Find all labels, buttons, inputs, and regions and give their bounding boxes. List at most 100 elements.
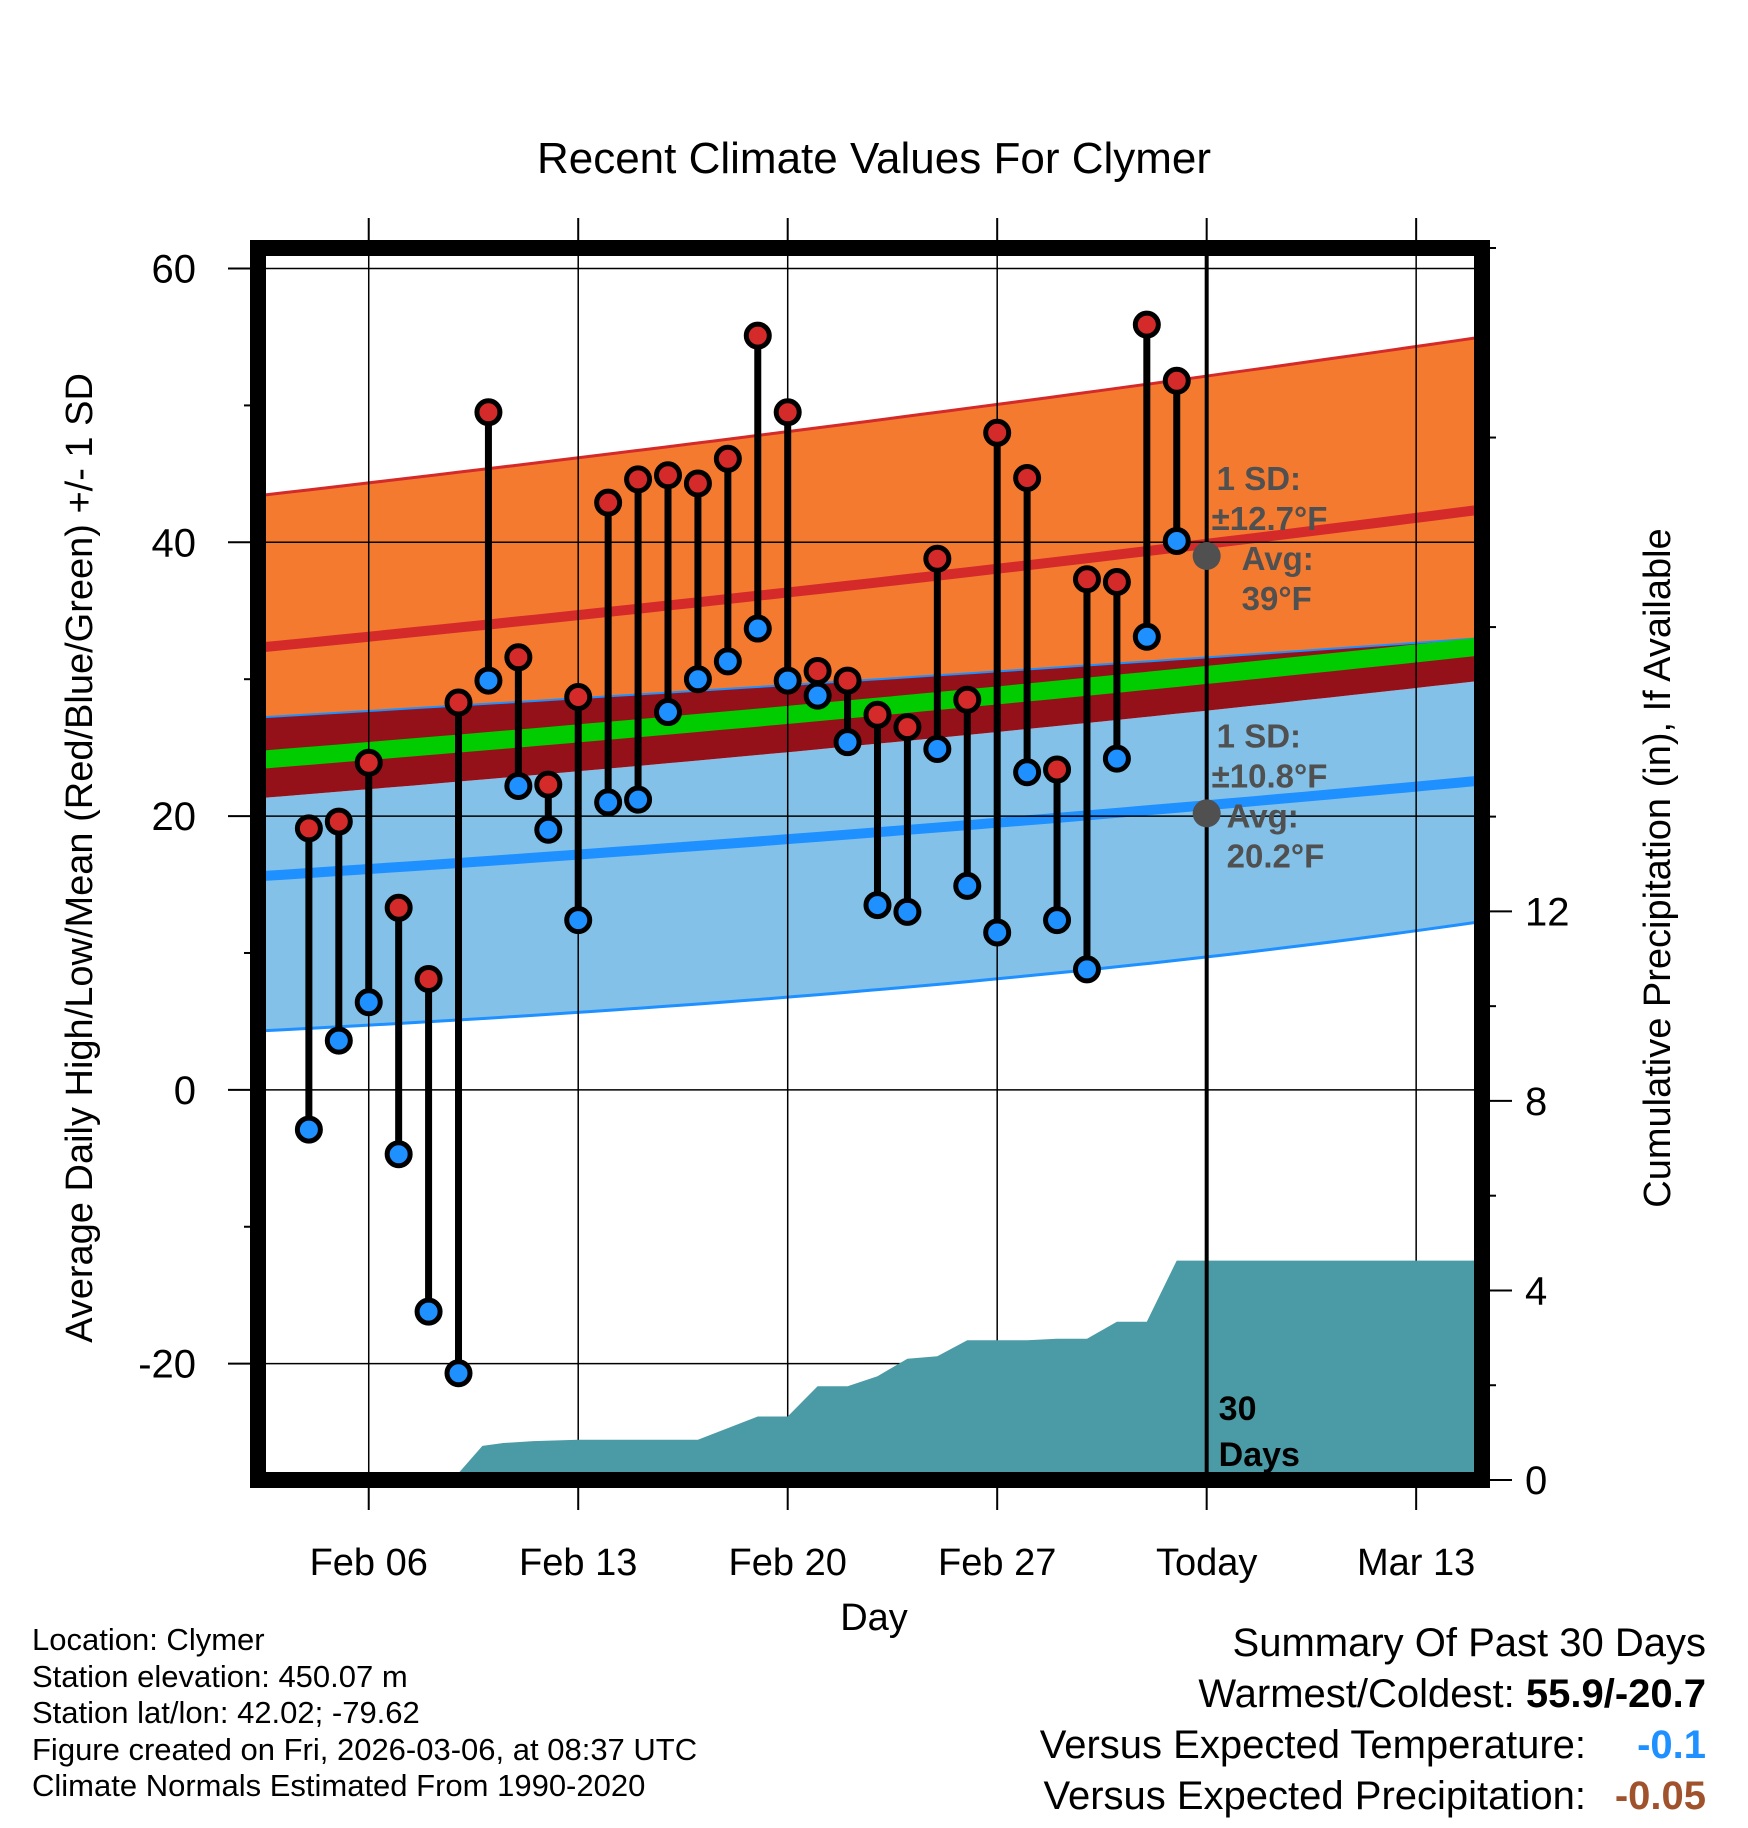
daily-low-point <box>683 665 712 694</box>
daily-high-point <box>1132 310 1161 339</box>
y-axis-label: Average Daily High/Low/Mean (Red/Blue/Gr… <box>59 373 101 1343</box>
summary-title: Summary Of Past 30 Days <box>1232 1621 1706 1665</box>
daily-high-point <box>294 814 323 843</box>
temp-label: Versus Expected Temperature: <box>1039 1723 1586 1767</box>
warm-cold-label: Warmest/Coldest: <box>1198 1672 1515 1716</box>
location-text: Location: Clymer <box>32 1622 265 1657</box>
low-sd-value: ±10.8°F <box>1212 757 1328 794</box>
daily-high-point <box>534 770 563 799</box>
high-avg-marker <box>1192 542 1221 570</box>
low-sd-label: 1 SD: <box>1217 717 1301 754</box>
daily-high-point <box>504 643 533 672</box>
daily-high-point <box>1072 565 1101 594</box>
daily-low-point <box>564 906 593 935</box>
daily-low-point <box>923 735 952 764</box>
daily-high-point <box>1162 366 1191 395</box>
latlon-text: Station lat/lon: 42.02; -79.62 <box>32 1695 420 1730</box>
created-text: Figure created on Fri, 2026-03-06, at 08… <box>32 1731 698 1767</box>
chart-title: Recent Climate Values For Clymer <box>537 134 1211 183</box>
x-tick-label: Mar 13 <box>1357 1542 1475 1584</box>
daily-low-point <box>1043 906 1072 935</box>
precip-area <box>258 1260 1482 1480</box>
daily-low-point <box>953 871 982 900</box>
daily-low-point <box>594 788 623 817</box>
warm-cold-value: 55.9/-20.7 <box>1525 1672 1706 1716</box>
precip-label: Versus Expected Precipitation: <box>1043 1774 1586 1818</box>
daily-low-point <box>803 681 832 710</box>
daily-high-point <box>743 321 772 350</box>
daily-high-point <box>713 444 742 473</box>
daily-low-point <box>983 918 1012 947</box>
plot-frame <box>250 240 1490 1488</box>
daily-high-point <box>624 465 653 494</box>
summary-panel: Summary Of Past 30 Days Warmest/Coldest:… <box>1040 1618 1706 1822</box>
daily-low-point <box>504 771 533 800</box>
daily-high-point <box>354 748 383 777</box>
days-label-number: 30 <box>1219 1390 1257 1428</box>
daily-low-point <box>534 815 563 844</box>
normals-text: Climate Normals Estimated From 1990-2020 <box>32 1768 646 1803</box>
daily-high-point <box>414 964 443 993</box>
daily-low-point <box>653 698 682 727</box>
daily-high-point <box>1013 463 1042 492</box>
daily-high-point <box>893 713 922 742</box>
daily-high-point <box>384 893 413 922</box>
elevation-text: Station elevation: 450.07 m <box>32 1658 408 1694</box>
y2-axis-label: Cumulative Precipitation (in), If Availa… <box>1637 528 1679 1207</box>
daily-low-point <box>294 1115 323 1144</box>
low-avg-value: 20.2°F <box>1227 837 1325 874</box>
daily-low-point <box>474 666 503 695</box>
y-tick-label: 60 <box>152 248 197 292</box>
y2-tick-label: 8 <box>1525 1080 1547 1124</box>
daily-high-point <box>923 544 952 573</box>
daily-high-point <box>983 418 1012 447</box>
daily-low-point <box>833 728 862 757</box>
daily-high-point <box>594 488 623 517</box>
daily-low-point <box>384 1140 413 1169</box>
daily-high-point <box>803 656 832 685</box>
x-tick-label: Feb 06 <box>310 1542 428 1584</box>
y2-tick-label: 12 <box>1525 890 1570 934</box>
x-tick-label: Feb 20 <box>729 1542 847 1584</box>
daily-low-point <box>414 1297 443 1326</box>
x-tick-label: Today <box>1156 1542 1257 1584</box>
y2-tick-label: 4 <box>1525 1269 1547 1313</box>
daily-high-point <box>474 398 503 427</box>
daily-low-point <box>1072 955 1101 984</box>
daily-low-point <box>1132 622 1161 651</box>
daily-low-point <box>1162 526 1191 555</box>
daily-high-point <box>863 700 892 729</box>
x-tick-label: Feb 27 <box>938 1542 1056 1584</box>
high-sd-label: 1 SD: <box>1217 460 1301 497</box>
x-tick-label: Feb 13 <box>519 1542 637 1584</box>
daily-high-point <box>953 685 982 714</box>
temp-row: Versus Expected Temperature: -0.1 <box>1040 1720 1706 1771</box>
daily-high-point <box>833 666 862 695</box>
daily-low-point <box>624 785 653 814</box>
high-avg-label: Avg: <box>1242 540 1314 577</box>
y-tick-label: 0 <box>174 1069 196 1113</box>
x-axis-label: Day <box>840 1597 908 1639</box>
daily-low-point <box>324 1026 353 1055</box>
daily-high-point <box>444 688 473 717</box>
days-label-text: Days <box>1219 1436 1300 1474</box>
low-avg-marker <box>1192 799 1221 828</box>
low-sd-band <box>258 680 1482 1031</box>
precip-row: Versus Expected Precipitation: -0.05 <box>1040 1771 1706 1822</box>
y-tick-label: -20 <box>138 1343 196 1387</box>
high-upper-line <box>258 335 1482 498</box>
high-avg-line <box>258 504 1482 653</box>
warm-cold-row: Warmest/Coldest: 55.9/-20.7 <box>1040 1669 1706 1720</box>
station-info: Location: Clymer Station elevation: 450.… <box>32 1622 697 1805</box>
low-avg-label: Avg: <box>1227 797 1299 834</box>
precip-value: -0.05 <box>1614 1774 1706 1818</box>
daily-high-point <box>564 682 593 711</box>
daily-low-point <box>1013 758 1042 787</box>
y-tick-label: 40 <box>152 521 197 565</box>
daily-low-point <box>713 647 742 676</box>
y-tick-label: 20 <box>152 795 197 839</box>
high-sd-value: ±12.7°F <box>1212 500 1328 537</box>
daily-low-point <box>743 614 772 643</box>
daily-high-point <box>773 398 802 427</box>
